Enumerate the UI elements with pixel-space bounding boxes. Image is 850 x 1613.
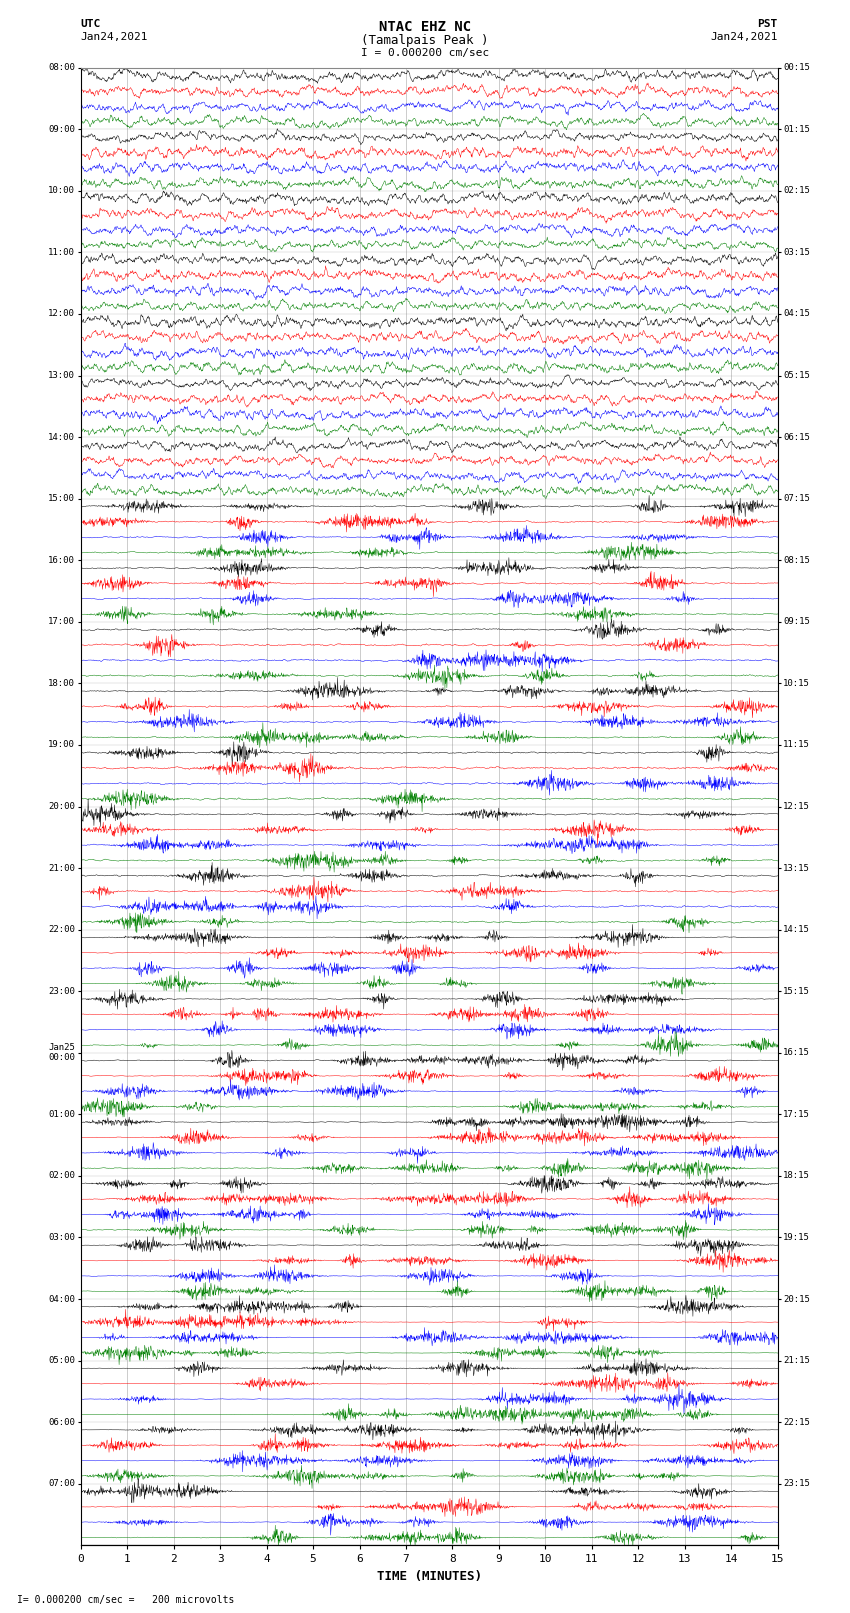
Text: Jan24,2021: Jan24,2021 <box>81 32 148 42</box>
Text: PST: PST <box>757 19 778 29</box>
Text: UTC: UTC <box>81 19 101 29</box>
Text: I = 0.000200 cm/sec: I = 0.000200 cm/sec <box>361 47 489 58</box>
Text: Jan24,2021: Jan24,2021 <box>711 32 778 42</box>
Text: I= 0.000200 cm/sec =   200 microvolts: I= 0.000200 cm/sec = 200 microvolts <box>17 1595 235 1605</box>
Text: (Tamalpais Peak ): (Tamalpais Peak ) <box>361 34 489 47</box>
X-axis label: TIME (MINUTES): TIME (MINUTES) <box>377 1569 482 1582</box>
Text: NTAC EHZ NC: NTAC EHZ NC <box>379 19 471 34</box>
